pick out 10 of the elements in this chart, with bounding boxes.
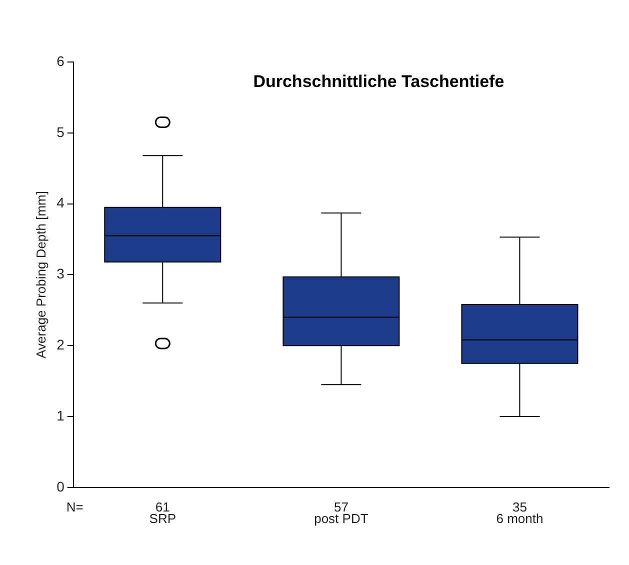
text: Durchschnittliche Taschentiefe [253,72,504,92]
y-tick-label: 2 [56,336,65,352]
y-tick-label: 0 [56,478,65,494]
y-tick-label: 3 [56,266,65,282]
y-axis-title: Average Probing Depth [mm] [33,190,48,358]
y-tick-label: 5 [56,124,65,140]
y-tick-label: 1 [56,407,65,424]
text: N= [66,499,84,514]
y-tick-label: 6 [56,52,65,69]
y-tick-label: 4 [56,194,65,211]
